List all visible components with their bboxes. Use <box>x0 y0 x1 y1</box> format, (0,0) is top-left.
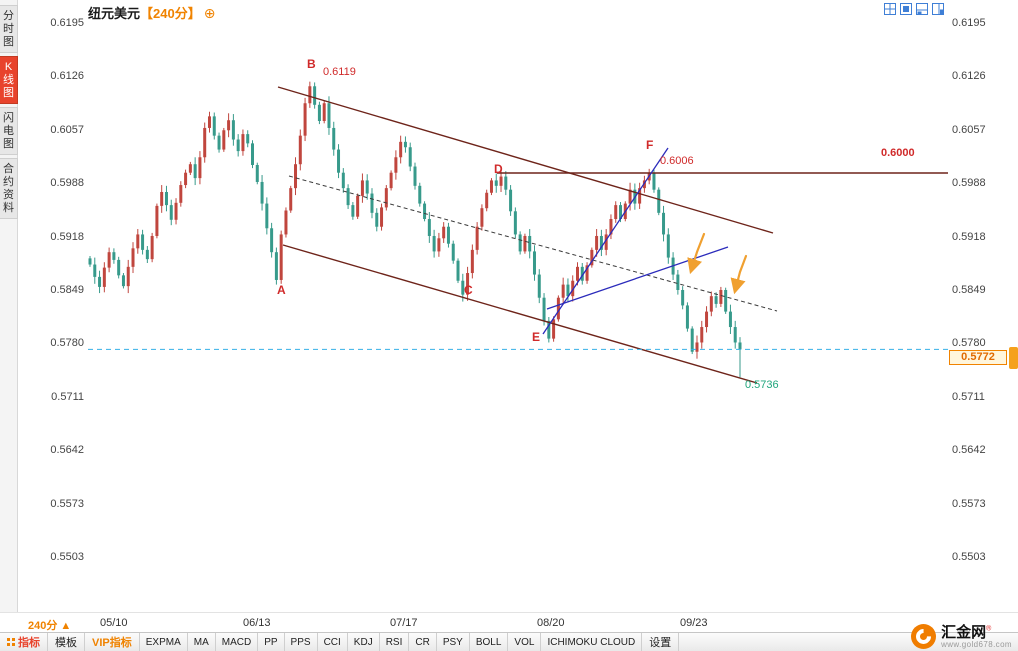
tab-time-share-chart[interactable]: 分时图 <box>0 5 18 53</box>
boll-button[interactable]: BOLL <box>470 633 509 651</box>
cci-button[interactable]: CCI <box>318 633 348 651</box>
candlestick-series <box>88 81 742 378</box>
kdj-button[interactable]: KDJ <box>348 633 380 651</box>
current-price-tag: 0.5772 <box>949 350 1007 366</box>
date-axis-label: 08/20 <box>537 617 565 629</box>
sell-arrow-2 <box>730 254 748 295</box>
right-bottom-layout-icon[interactable] <box>932 2 944 15</box>
brand-url: www.gold678.com <box>941 640 1012 650</box>
site-logo[interactable]: 汇金网® www.gold678.com <box>911 624 1012 650</box>
expma-button[interactable]: EXPMA <box>140 633 188 651</box>
period-dropdown[interactable]: 240分 ▲ <box>28 620 72 632</box>
template-tab[interactable]: 模板 <box>48 633 85 651</box>
rsi-button[interactable]: RSI <box>380 633 410 651</box>
ma-button[interactable]: MA <box>188 633 216 651</box>
tab-lightning-chart[interactable]: 闪电图 <box>0 107 18 155</box>
multi-grid-layout-icon[interactable] <box>884 2 896 15</box>
cr-button[interactable]: CR <box>409 633 437 651</box>
indicator-tab[interactable]: 指标 <box>0 633 48 651</box>
wedge-upper-blue-line <box>542 147 669 335</box>
registered-mark: ® <box>986 625 992 633</box>
sell-arrow-1 <box>687 232 706 275</box>
left-bottom-layout-icon[interactable] <box>916 2 928 15</box>
logo-circle-icon <box>911 624 937 650</box>
chart-header: 纽元美元【240分】 ⊕ <box>88 3 215 22</box>
date-axis-label: 05/10 <box>100 617 128 629</box>
time-axis-row: 240分 ▲ 05/10 06/13 07/17 08/20 09/23 <box>0 612 1018 632</box>
chart-type-sidebar: 分时图 K线图闪电图合约资料 <box>0 0 18 632</box>
chart-layout-switcher <box>884 2 944 15</box>
date-axis-label: 09/23 <box>680 617 708 629</box>
indicator-toolbar: 指标 模板 VIP指标 EXPMA MA MACD PP PPS CCI KDJ RSI CR PSY B… <box>0 632 1018 651</box>
tab-kline-chart[interactable]: K线图 <box>0 56 18 104</box>
wedge-lower-blue-line <box>546 246 729 310</box>
vip-indicator-tab[interactable]: VIP指标 <box>85 633 140 651</box>
sell-arrows <box>687 232 748 295</box>
price-axis-marker[interactable] <box>1009 347 1018 370</box>
pps-button[interactable]: PPS <box>285 633 318 651</box>
single-chart-layout-icon[interactable] <box>900 2 912 15</box>
tab-contract-info[interactable]: 合约资料 <box>0 158 18 219</box>
trend-lines <box>88 86 948 384</box>
channel-top-line <box>277 86 774 234</box>
median-dashed-line <box>288 175 778 312</box>
symbol-name: 纽元美元 <box>88 6 141 21</box>
date-axis-label: 06/13 <box>243 617 271 629</box>
brand-name: 汇金网 <box>941 623 987 641</box>
psy-button[interactable]: PSY <box>437 633 470 651</box>
ichimoku-cloud-button[interactable]: ICHIMOKU CLOUD <box>541 633 643 651</box>
chart-canvas[interactable] <box>0 0 1018 632</box>
vol-button[interactable]: VOL <box>508 633 542 651</box>
channel-bottom-line <box>282 244 758 384</box>
indicator-grid-icon <box>7 638 15 646</box>
settings-button[interactable]: 设置 <box>642 633 680 651</box>
timeframe-label: 【240分】 <box>140 6 201 21</box>
macd-button[interactable]: MACD <box>216 633 259 651</box>
add-symbol-icon[interactable]: ⊕ <box>203 5 216 21</box>
date-axis-label: 07/17 <box>390 617 418 629</box>
pp-button[interactable]: PP <box>258 633 285 651</box>
